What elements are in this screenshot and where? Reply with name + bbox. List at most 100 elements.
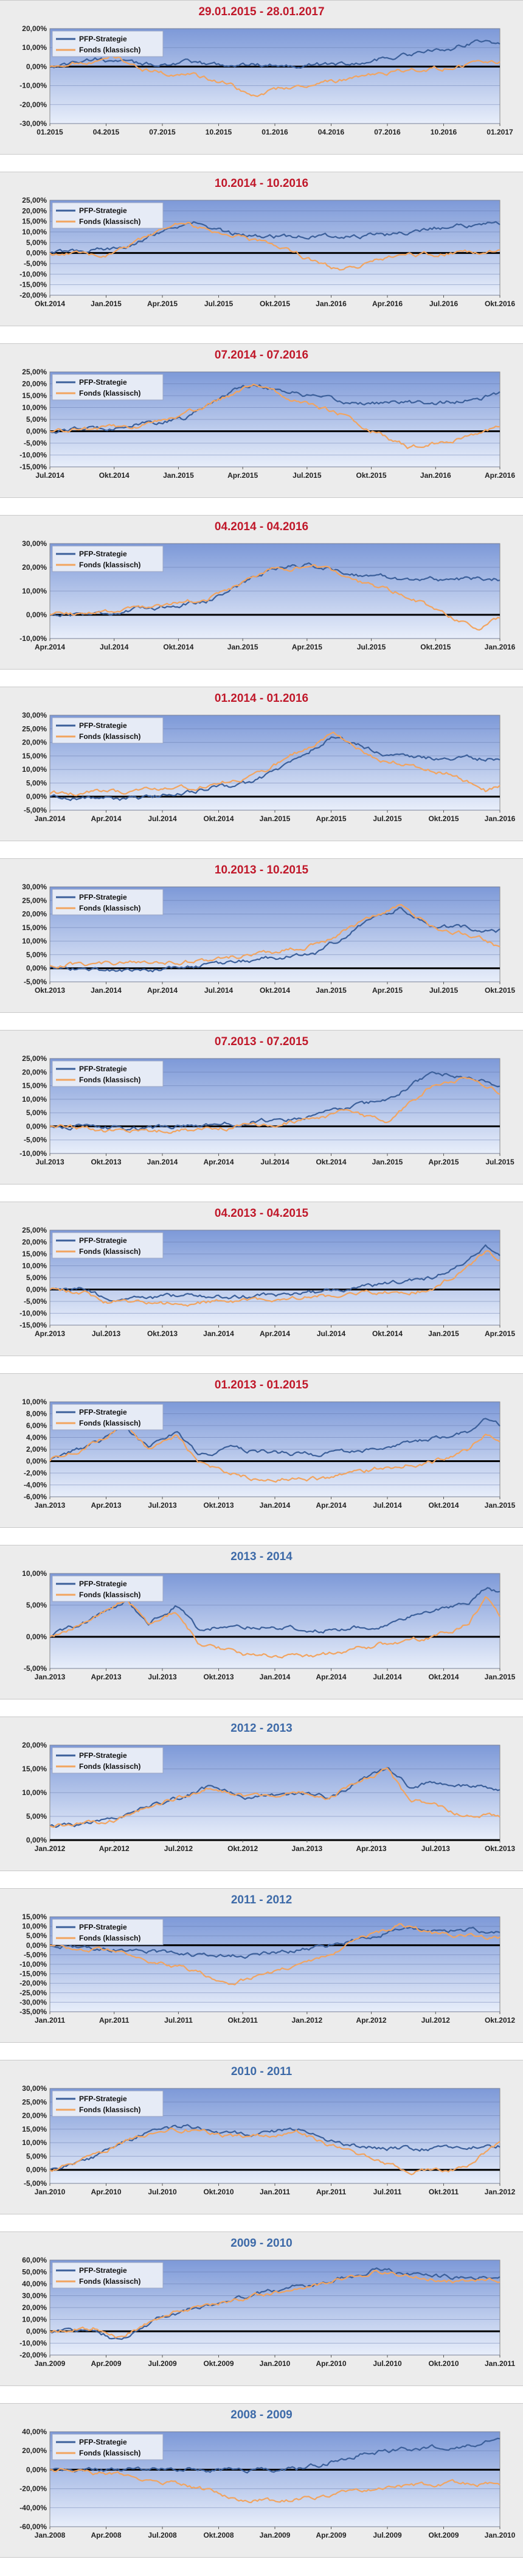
- y-tick-label: 10,00%: [22, 2315, 47, 2324]
- x-tick-label: Jan.2015: [428, 1329, 459, 1338]
- x-tick-label: Apr.2011: [316, 2188, 347, 2196]
- legend: [52, 2262, 164, 2289]
- legend-label: PFP-Strategie: [79, 206, 127, 215]
- y-tick-label: -5,00%: [24, 1136, 47, 1144]
- series-line-fund: [49, 1923, 500, 1986]
- y-tick-label: 15,00%: [22, 1082, 47, 1090]
- x-tick-label: Apr.2014: [316, 1501, 346, 1510]
- x-tick-label: Okt.2012: [485, 2016, 515, 2025]
- x-tick-label: Okt.2013: [203, 1673, 234, 1681]
- x-tick-label: Apr.2016: [372, 299, 403, 308]
- y-tick-label: 2,00%: [26, 1445, 47, 1454]
- chart-svg: 20,00%10,00%0,00%-10,00%-20,00%-30,00%01…: [19, 24, 513, 136]
- x-tick-label: Jul.2011: [373, 2188, 402, 2196]
- y-tick-label: -20,00%: [19, 2485, 47, 2493]
- chart-panel: 2010 - 2011 30,00% 25,00% 20,00% 15,00% 10,00…: [0, 2060, 523, 2214]
- x-tick-label: Apr.2015: [372, 986, 403, 995]
- y-tick-label: 10,00%: [22, 404, 47, 412]
- y-tick-label: 30,00%: [22, 711, 47, 719]
- y-tick-label: 0,00%: [26, 2327, 47, 2336]
- y-tick-label: -15,00%: [19, 463, 47, 471]
- x-tick-label: Jul.2009: [373, 2531, 402, 2539]
- y-tick-label: 5,00%: [26, 1931, 47, 1940]
- y-tick-label: 15,00%: [22, 1250, 47, 1258]
- chart-panel: 01.2014 - 01.2016 30,00% 25,00% 20,00% 15,00…: [0, 687, 523, 841]
- legend-label: PFP-Strategie: [79, 2438, 127, 2446]
- x-tick-label: Okt.2015: [485, 986, 515, 995]
- legend-label: Fonds (klassisch): [79, 2277, 140, 2286]
- legend-label: Fonds (klassisch): [79, 1934, 140, 1942]
- chart-title: 2008 - 2009: [230, 2409, 293, 2421]
- y-tick-label: 0,00%: [26, 964, 47, 973]
- chart-panel: 2013 - 2014 10,00% 5,00% 0,00% -5,00% Jan.201…: [0, 1545, 523, 1699]
- y-tick-label: 15,00%: [22, 391, 47, 400]
- legend: [52, 717, 164, 744]
- x-tick-label: Jul.2015: [373, 814, 402, 823]
- x-tick-label: Jan.2012: [485, 2188, 516, 2196]
- y-tick-label: 40,00%: [22, 2427, 47, 2436]
- y-tick-label: -30,00%: [19, 1998, 47, 2006]
- y-tick-label: -35,00%: [19, 2007, 47, 2016]
- x-tick-label: Okt.2014: [372, 1329, 403, 1338]
- x-tick-label: Jan.2010: [260, 2359, 291, 2368]
- y-tick-label: 20,00%: [22, 2112, 47, 2120]
- x-tick-label: Jul.2014: [260, 1158, 289, 1166]
- legend-label: PFP-Strategie: [79, 1065, 127, 1073]
- y-tick-label: 5,00%: [26, 950, 47, 959]
- y-tick-label: 0,00%: [26, 2166, 47, 2174]
- x-tick-label: Jul.2014: [373, 1673, 402, 1681]
- x-tick-label: Jan.2009: [260, 2531, 291, 2539]
- y-tick-label: -15,00%: [19, 1321, 47, 1329]
- chart-svg: 30,00% 25,00% 20,00% 15,00% 10,00% 5,00% 0,00%…: [22, 883, 515, 995]
- x-tick-label: Jul.2014: [317, 1329, 346, 1338]
- chart-svg: 25,00% 20,00% 15,00% 10,00% 5,00% 0,00% -5,00%…: [19, 1226, 515, 1338]
- x-tick-label: Jan.2011: [35, 2016, 65, 2025]
- chart-panel: 2008 - 2009 40,00% 20,00% 0,00% -20,00% -40,0…: [0, 2403, 523, 2558]
- series-line-strategy: [49, 221, 500, 254]
- y-tick-label: -5,00%: [24, 259, 47, 268]
- chart-title: 2011 - 2012: [230, 1894, 293, 1906]
- y-tick-label: 15,00%: [22, 1765, 47, 1773]
- x-tick-label: 01.2015: [36, 128, 63, 136]
- x-tick-label: Jul.2014: [204, 986, 234, 995]
- y-tick-label: -25,00%: [19, 1989, 47, 1997]
- x-tick-label: Jan.2015: [316, 986, 347, 995]
- x-tick-label: Jul.2012: [421, 2016, 451, 2025]
- y-tick-label: 25,00%: [22, 196, 47, 205]
- series-line-fund: [49, 731, 500, 797]
- legend-label: PFP-Strategie: [79, 550, 127, 558]
- y-tick-label: 20,00%: [22, 910, 47, 919]
- y-tick-label: -2,00%: [24, 1469, 47, 1477]
- y-tick-label: 8,00%: [26, 1410, 47, 1418]
- series-line-strategy: [49, 562, 500, 617]
- y-tick-label: 25,00%: [22, 1054, 47, 1063]
- y-tick-label: 25,00%: [22, 724, 47, 733]
- series-line-fund: [49, 2270, 500, 2339]
- y-tick-label: 5,00%: [26, 779, 47, 787]
- x-tick-label: Jan.2012: [35, 1844, 66, 1853]
- x-tick-label: Jan.2008: [35, 2531, 66, 2539]
- series-line-strategy: [49, 1766, 500, 1828]
- x-tick-label: Jul.2014: [148, 814, 177, 823]
- y-tick-label: 0,00%: [26, 249, 47, 257]
- series-line-fund: [49, 1250, 500, 1307]
- x-tick-label: Jan.2011: [260, 2188, 290, 2196]
- series-line-fund: [50, 2468, 500, 2504]
- y-tick-label: 0,00%: [26, 1286, 47, 1294]
- chart-panel: 01.2013 - 01.2015 10,00% 8,00% 6,00% 4,00% 2,…: [0, 1373, 523, 1528]
- x-tick-label: Okt.2015: [260, 299, 290, 308]
- y-tick-label: -10,00%: [19, 270, 47, 278]
- y-tick-label: -10,00%: [19, 1149, 47, 1158]
- chart-panel: 04.2013 - 04.2015 25,00% 20,00% 15,00% 10,00…: [0, 1202, 523, 1356]
- y-tick-label: 10,00%: [22, 1095, 47, 1104]
- x-tick-label: Jul.2015: [204, 299, 234, 308]
- legend-label: PFP-Strategie: [79, 1236, 127, 1245]
- y-tick-label: -15,00%: [19, 1970, 47, 1978]
- chart-title: 07.2014 - 07.2016: [214, 349, 309, 362]
- chart-svg: 30,00% 20,00% 10,00% 0,00% -10,00%Apr.2014 Ju…: [19, 539, 515, 651]
- x-tick-label: Apr.2009: [91, 2359, 121, 2368]
- chart-panel: 10.2014 - 10.2016 25,00% 20,00% 15,00% 10,00…: [0, 172, 523, 326]
- y-tick-label: 6,00%: [26, 1421, 47, 1430]
- x-tick-label: Okt.2014: [163, 643, 193, 651]
